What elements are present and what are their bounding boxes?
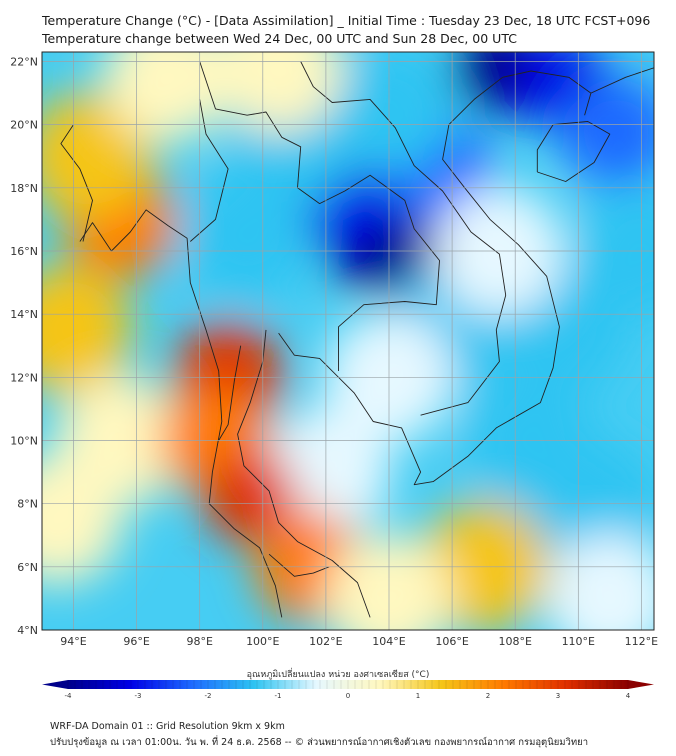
chart-title: Temperature Change (°C) - [Data Assimila… [42, 13, 651, 28]
field-cell [544, 533, 654, 630]
latitude-tick-label: 4°N [17, 624, 38, 637]
field-cell [42, 264, 133, 395]
longitude-tick-label: 98°E [186, 635, 212, 648]
colorbar-tick-label: 0 [346, 692, 350, 700]
longitude-tick-label: 96°E [123, 635, 149, 648]
latitude-tick-label: 12°N [10, 371, 38, 384]
coastline-segment [60, 124, 93, 242]
colorbar-min-arrow [42, 680, 68, 689]
colorbar: -4 -3 -2 -1 0 1 2 3 4 [42, 680, 654, 700]
map-frame [41, 51, 655, 631]
update-credit: ปรับปรุงข้อมูล ณ เวลา 01:00น. วัน พ. ที่… [50, 737, 589, 748]
colorbar-title: อุณหภูมิเปลี่ยนแปลง หน่วย องศาเซลเซียส (… [246, 670, 430, 680]
field-cell [42, 454, 123, 585]
longitude-tick-label: 94°E [60, 635, 86, 648]
longitude-tick-label: 100°E [246, 635, 279, 648]
coastline-segment [590, 67, 654, 94]
colorbar-tick-label: -4 [65, 692, 73, 700]
field-cell [182, 170, 313, 301]
longitude-tick-label: 112°E [625, 635, 658, 648]
colorbar-tick-label: -1 [275, 692, 282, 700]
longitude-tick-label: 108°E [498, 635, 531, 648]
coastline-segment [79, 209, 283, 618]
longitude-tick-label: 102°E [309, 635, 342, 648]
coastline-segment [536, 121, 611, 182]
coastline-segment [190, 99, 229, 242]
coastline-segment [300, 61, 507, 416]
latitude-tick-label: 6°N [17, 561, 38, 574]
model-info: WRF-DA Domain 01 :: Grid Resolution 9km … [50, 721, 285, 732]
latitude-labels: 4°N 6°N 8°N 10°N 12°N 14°N 16°N 18°N 20°N 22°N [10, 56, 38, 638]
longitude-tick-label: 110°E [562, 635, 595, 648]
coastline-segment [237, 329, 371, 618]
latitude-tick-label: 16°N [10, 245, 38, 258]
map-border [41, 51, 655, 631]
latitude-tick-label: 8°N [17, 498, 38, 511]
lat-lon-grid [42, 52, 654, 630]
coastline-segment [218, 345, 242, 441]
field-cell [561, 76, 654, 186]
latitude-tick-label: 18°N [10, 182, 38, 195]
colorbar-tick-label: -3 [135, 692, 142, 700]
colorbar-tick-label: 1 [416, 692, 420, 700]
field-cell [213, 52, 344, 133]
longitude-tick-label: 104°E [372, 635, 405, 648]
longitude-tick-label: 106°E [435, 635, 468, 648]
colorbar-tick-label: 2 [486, 692, 490, 700]
field-cell [204, 451, 297, 544]
field-cell [103, 52, 234, 143]
longitude-labels: 94°E 96°E 98°E 100°E 102°E 104°E 106°E 108°E 110… [60, 635, 658, 648]
coastlines-borders [60, 61, 654, 618]
chart-subtitle: Temperature change between Wed 24 Dec, 0… [42, 31, 517, 46]
colorbar-gradient [68, 680, 628, 689]
coastline-segment [268, 553, 330, 577]
colorbar-tick-label: 4 [626, 692, 631, 700]
latitude-tick-label: 10°N [10, 435, 38, 448]
latitude-tick-label: 14°N [10, 308, 38, 321]
coastline-segment [278, 70, 592, 486]
colorbar-tick-label: 3 [556, 692, 560, 700]
latitude-tick-label: 22°N [10, 56, 38, 69]
colorbar-tick-label: -2 [205, 692, 212, 700]
latitude-tick-label: 20°N [10, 119, 38, 132]
colorbar-max-arrow [628, 680, 654, 689]
